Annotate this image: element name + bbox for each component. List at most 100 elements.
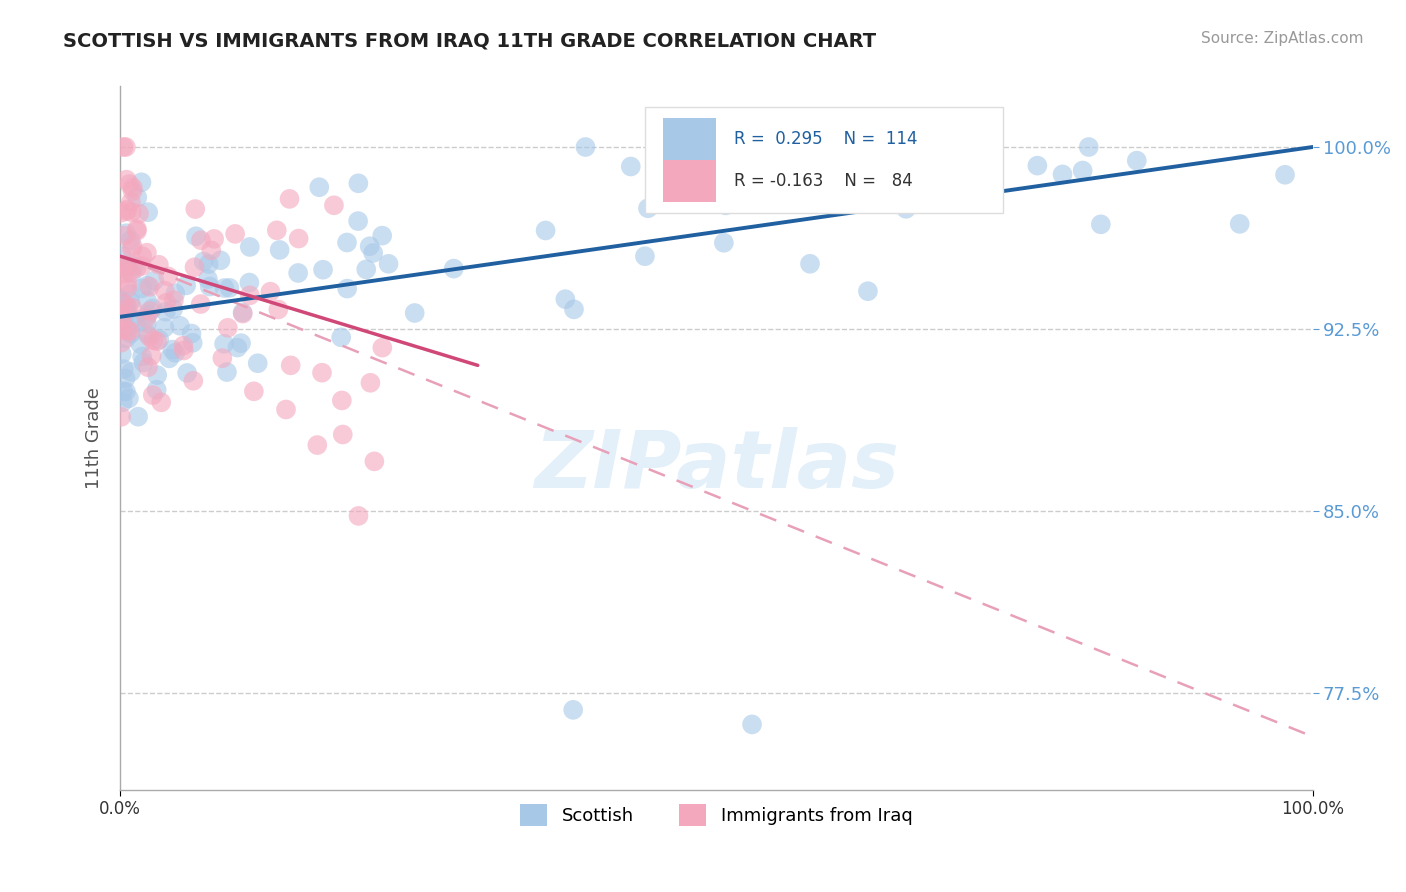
Point [118,177,141,191]
Point [184,202,207,216]
FancyBboxPatch shape [662,118,716,161]
Point [118,265,141,279]
Point [114,300,136,314]
Point [157,351,180,366]
Point [713,235,735,250]
Point [117,281,139,295]
Point [112,140,135,154]
Point [347,214,370,228]
Point [114,257,136,271]
Point [117,260,139,274]
Point [363,454,385,468]
Point [311,366,333,380]
Point [127,409,149,424]
Point [172,339,194,353]
Point [554,292,576,306]
Point [112,384,135,399]
Point [224,227,246,241]
Point [243,384,266,399]
Point [118,392,141,406]
Point [308,180,330,194]
Point [180,326,202,341]
Point [212,336,235,351]
Point [741,717,763,731]
Point [323,198,346,212]
Point [332,427,354,442]
Point [111,395,134,409]
Text: R =  0.295    N =  114: R = 0.295 N = 114 [734,130,918,148]
Point [246,356,269,370]
Point [142,388,165,402]
Point [110,295,132,310]
Point [176,366,198,380]
Point [120,234,142,248]
Point [128,207,150,221]
Point [336,235,359,250]
Point [127,190,149,204]
Point [136,360,159,375]
Text: ZIPatlas: ZIPatlas [534,427,898,505]
Point [136,245,159,260]
Point [153,320,176,334]
Point [287,266,309,280]
Point [135,311,157,326]
Point [183,260,205,275]
Point [278,192,301,206]
Y-axis label: 11th Grade: 11th Grade [86,387,103,489]
Point [136,278,159,293]
Point [111,314,134,328]
Point [232,307,254,321]
Point [404,306,426,320]
Point [120,294,142,309]
Point [112,228,135,243]
Point [131,249,153,263]
Point [131,350,153,364]
Point [238,276,260,290]
Point [280,359,302,373]
Point [226,341,249,355]
Point [117,301,139,315]
Point [121,205,143,219]
Point [165,286,187,301]
Point [122,259,145,273]
Point [200,244,222,258]
Point [1052,168,1074,182]
Point [132,355,155,369]
Point [115,226,138,240]
Point [141,301,163,316]
Point [361,246,384,260]
Point [115,331,138,345]
Point [125,260,148,275]
Point [202,232,225,246]
Point [214,281,236,295]
Point [443,261,465,276]
Point [183,374,205,388]
Point [163,293,186,308]
Point [312,262,335,277]
Point [287,231,309,245]
Point [347,176,370,190]
Point [173,343,195,358]
Point [155,304,177,318]
Point [139,280,162,294]
Point [165,345,187,359]
Point [143,274,166,288]
Point [184,229,207,244]
Point [125,316,148,330]
Point [190,297,212,311]
Point [131,281,153,295]
Point [114,304,136,318]
Point [354,262,377,277]
Point [131,175,153,189]
FancyBboxPatch shape [662,161,716,202]
Point [274,402,297,417]
Point [115,321,138,335]
Point [347,508,370,523]
Point [562,703,585,717]
Point [117,323,139,337]
Point [136,293,159,308]
Text: SCOTTISH VS IMMIGRANTS FROM IRAQ 11TH GRADE CORRELATION CHART: SCOTTISH VS IMMIGRANTS FROM IRAQ 11TH GR… [63,31,876,50]
Point [110,409,132,424]
Point [110,323,132,337]
Point [197,257,219,271]
